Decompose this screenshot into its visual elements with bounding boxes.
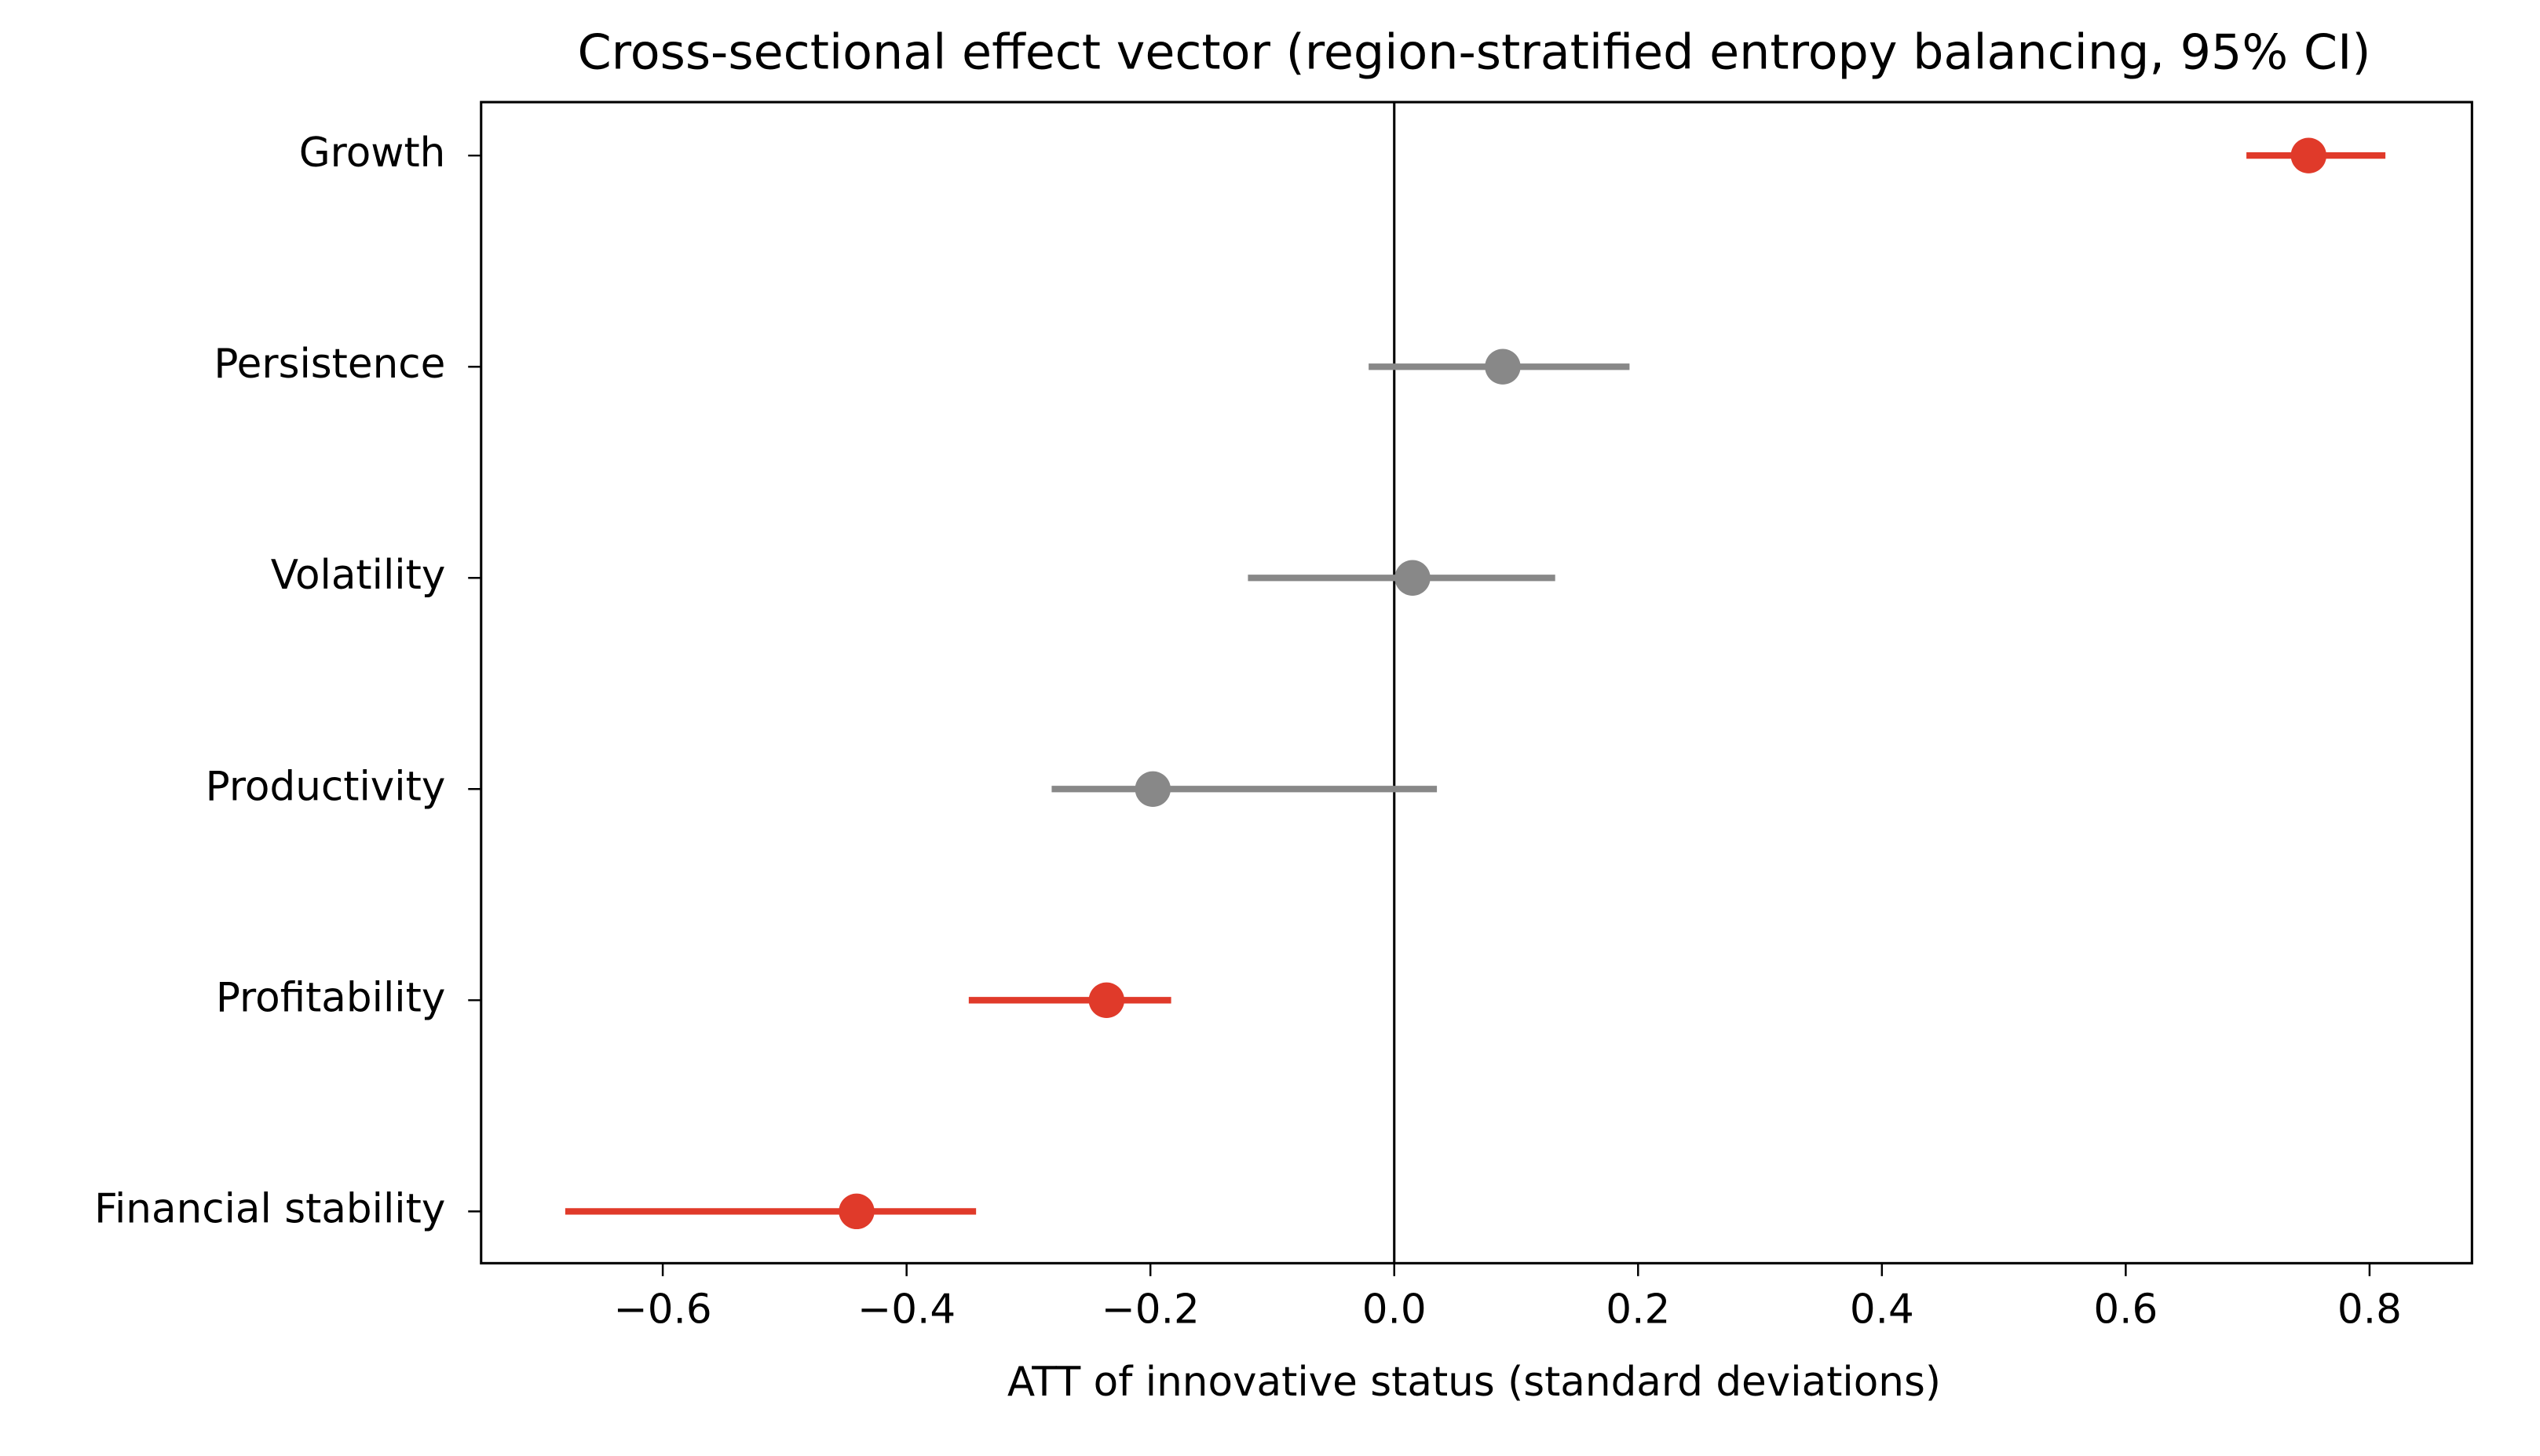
- x-axis-label: ATT of innovative status (standard devia…: [1007, 1359, 1941, 1406]
- y-tick-label: Volatility: [271, 552, 446, 599]
- x-tick-label: 0.2: [1606, 1286, 1670, 1333]
- point: [2290, 137, 2326, 173]
- point: [1135, 771, 1171, 807]
- point: [1394, 560, 1431, 596]
- x-tick-label: 0.6: [2093, 1286, 2158, 1333]
- point: [1485, 348, 1521, 385]
- point: [1088, 982, 1124, 1019]
- chart-title: Cross-sectional effect vector (region-st…: [577, 24, 2370, 80]
- x-tick-label: −0.2: [1102, 1286, 1200, 1333]
- y-tick-label: Financial stability: [94, 1185, 445, 1232]
- y-tick-label: Persistence: [214, 341, 445, 388]
- x-tick-label: −0.6: [613, 1286, 711, 1333]
- x-tick-label: 0.0: [1362, 1286, 1427, 1333]
- y-tick-label: Profitability: [216, 974, 446, 1021]
- x-tick-label: −0.4: [857, 1286, 956, 1333]
- plot-frame: [480, 100, 2473, 1264]
- x-tick-label: 0.8: [2337, 1286, 2402, 1333]
- x-tick-label: 0.4: [1850, 1286, 1914, 1333]
- y-tick-label: Productivity: [206, 763, 446, 810]
- y-tick-label: Growth: [299, 130, 446, 177]
- point: [839, 1193, 875, 1230]
